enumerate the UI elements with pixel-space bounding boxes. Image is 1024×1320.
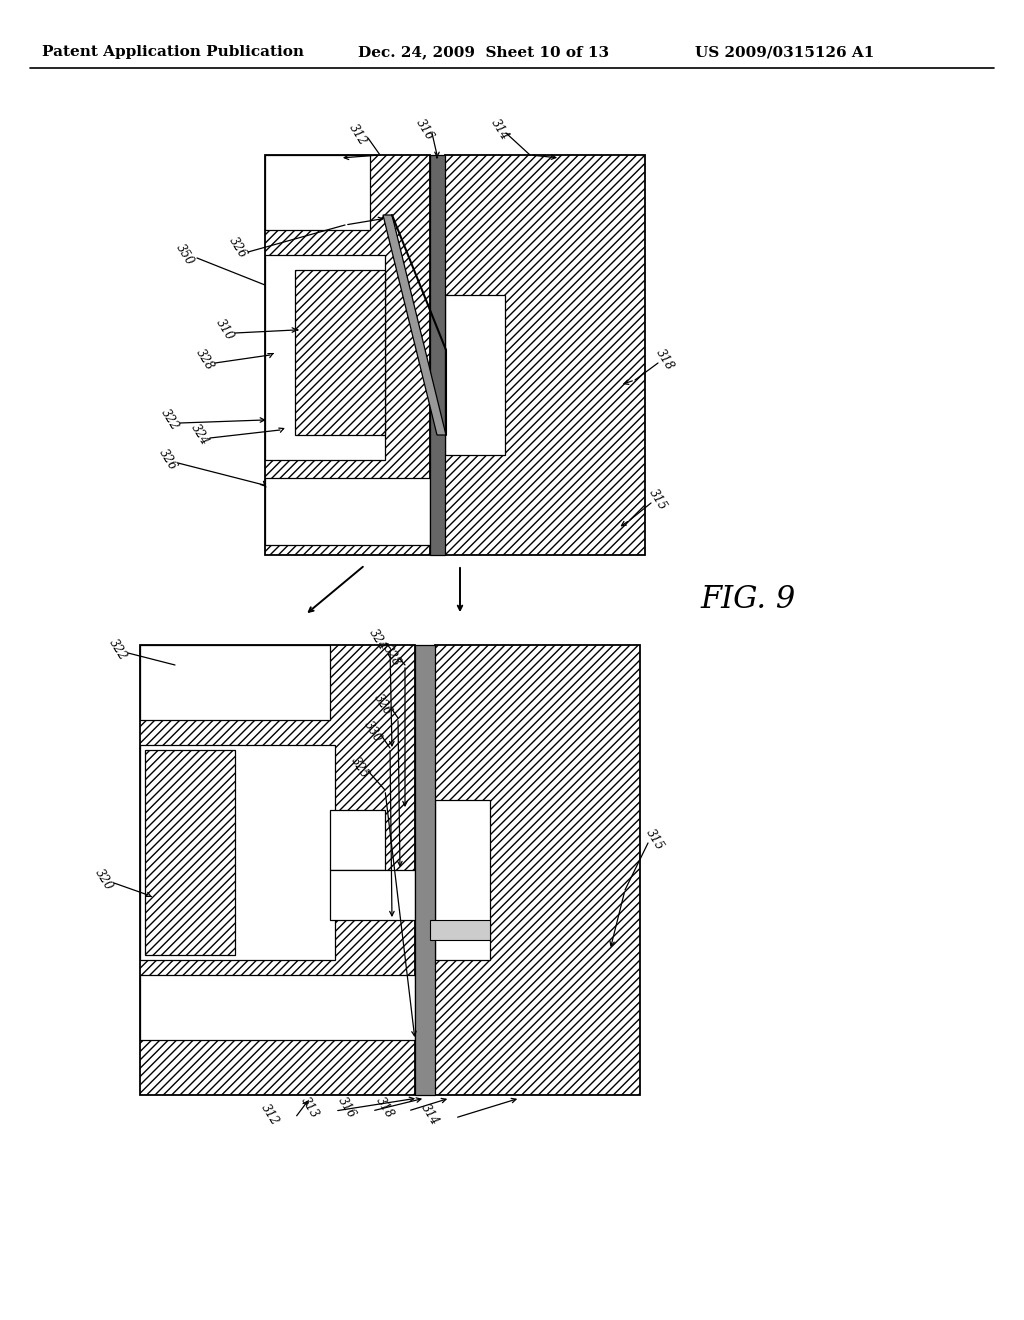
Bar [415, 645, 435, 1096]
Bar [265, 478, 430, 545]
Text: 326: 326 [226, 235, 250, 261]
Text: 313: 313 [299, 1096, 322, 1121]
Bar [140, 975, 415, 1040]
Bar [330, 810, 385, 870]
Text: 316: 316 [414, 117, 436, 143]
Bar [140, 645, 330, 719]
Bar [295, 271, 385, 436]
Text: 312: 312 [346, 121, 370, 148]
Text: 328: 328 [194, 347, 216, 374]
Text: 315: 315 [643, 828, 667, 853]
Bar [265, 154, 370, 230]
Text: 314: 314 [419, 1102, 441, 1129]
Text: Patent Application Publication: Patent Application Publication [42, 45, 304, 59]
Polygon shape [383, 215, 446, 436]
Bar [430, 920, 490, 940]
Bar [445, 294, 505, 455]
Text: 318: 318 [374, 1096, 396, 1121]
Bar [430, 154, 445, 554]
Text: 350: 350 [173, 242, 197, 268]
Bar [145, 750, 234, 954]
Text: 326: 326 [157, 447, 179, 473]
Text: 322: 322 [159, 407, 181, 433]
Bar [140, 645, 415, 1096]
Text: 324: 324 [367, 627, 389, 653]
Text: 330: 330 [361, 719, 384, 744]
Bar [330, 870, 415, 920]
Text: 328: 328 [381, 643, 403, 669]
Text: US 2009/0315126 A1: US 2009/0315126 A1 [695, 45, 874, 59]
Bar [265, 154, 430, 554]
Text: 318: 318 [653, 347, 677, 374]
Text: 325: 325 [348, 755, 372, 781]
Text: 320: 320 [92, 867, 116, 894]
Text: 326: 326 [372, 692, 394, 718]
Text: 316: 316 [336, 1096, 358, 1121]
Text: FIG. 9: FIG. 9 [700, 585, 796, 615]
Text: 315: 315 [646, 487, 670, 513]
Bar [265, 255, 385, 459]
Text: Dec. 24, 2009  Sheet 10 of 13: Dec. 24, 2009 Sheet 10 of 13 [358, 45, 609, 59]
Bar [435, 800, 490, 960]
Bar [445, 154, 645, 554]
Text: 314: 314 [488, 117, 511, 143]
Bar [435, 645, 640, 1096]
Bar [140, 744, 335, 960]
Text: 312: 312 [258, 1102, 282, 1129]
Text: 322: 322 [106, 638, 129, 663]
Text: 324: 324 [188, 422, 212, 447]
Text: 310: 310 [214, 317, 237, 343]
